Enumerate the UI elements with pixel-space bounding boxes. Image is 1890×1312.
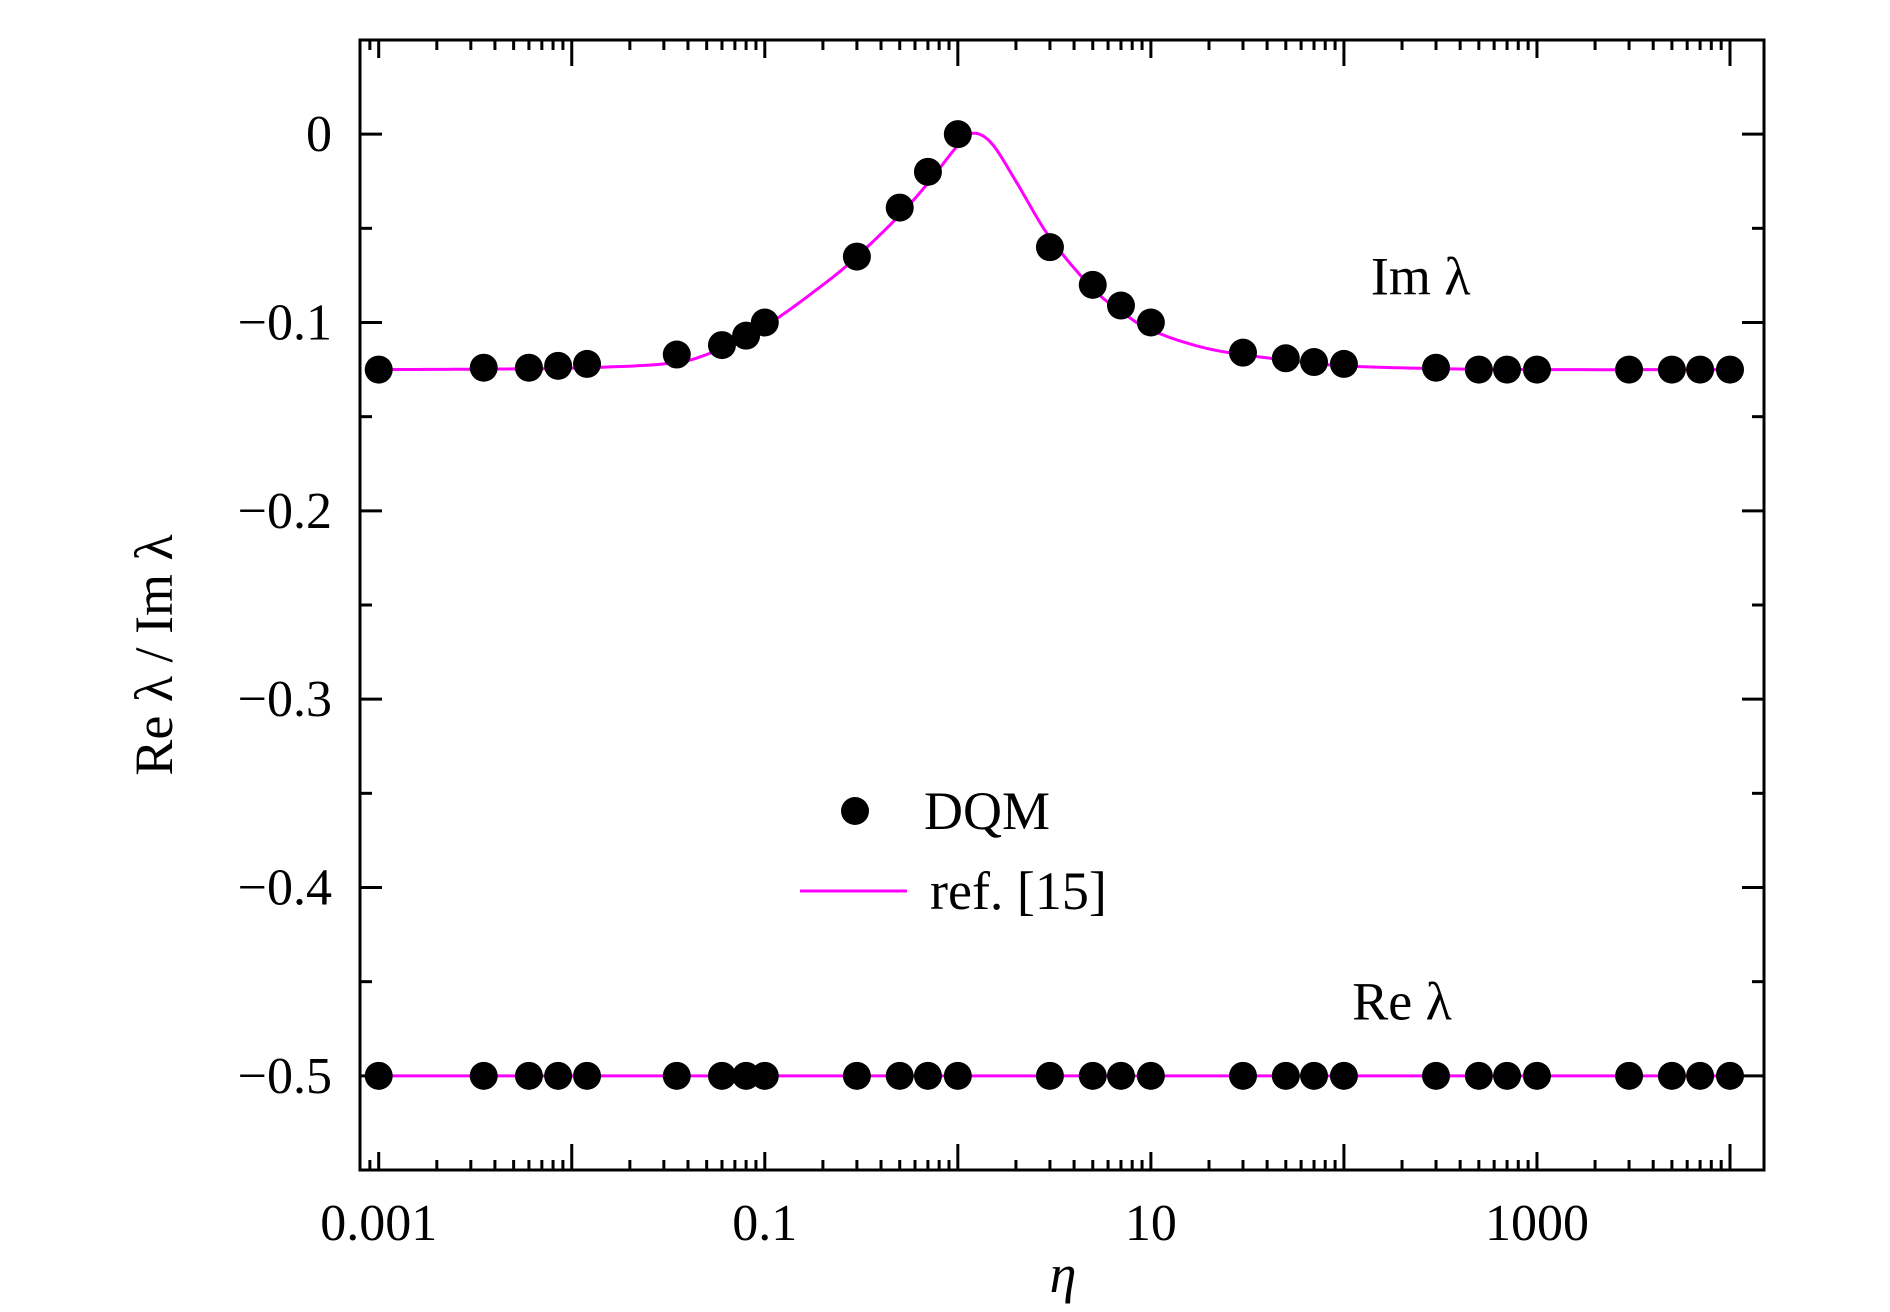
dqm-point-im xyxy=(1615,355,1644,384)
dqm-point-im xyxy=(1271,344,1300,373)
dqm-point-re xyxy=(842,1061,871,1090)
dqm-point-im xyxy=(1329,349,1358,378)
dqm-point-im xyxy=(1078,270,1107,299)
legend-dqm-marker xyxy=(841,797,869,825)
x-tick-label: 1000 xyxy=(1485,1195,1589,1252)
dqm-point-re xyxy=(662,1061,691,1090)
dqm-point-im xyxy=(1716,355,1745,384)
dqm-point-im xyxy=(1300,348,1329,377)
y-tick-label: −0.1 xyxy=(238,295,332,352)
dqm-point-re xyxy=(1106,1061,1135,1090)
legend-ref-label: ref. [15] xyxy=(930,861,1107,921)
dqm-point-im xyxy=(1228,338,1257,367)
annotation-re-lambda: Re λ xyxy=(1352,971,1452,1031)
x-tick-labels: 0.001 0.1 10 1000 xyxy=(320,1195,1589,1252)
dqm-point-re xyxy=(885,1061,914,1090)
dqm-point-im xyxy=(842,242,871,271)
dqm-point-re xyxy=(1493,1061,1522,1090)
dqm-points-layer xyxy=(364,120,1745,1090)
y-tick-label: 0 xyxy=(306,106,332,163)
y-tick-labels: 0 −0.1 −0.2 −0.3 −0.4 −0.5 xyxy=(238,106,332,1105)
dqm-point-re xyxy=(469,1061,498,1090)
dqm-point-im xyxy=(364,355,393,384)
y-tick-label: −0.4 xyxy=(238,860,332,917)
dqm-point-re xyxy=(1422,1061,1451,1090)
dqm-point-re xyxy=(573,1061,602,1090)
dqm-point-im xyxy=(1493,355,1522,384)
dqm-point-im xyxy=(943,120,972,149)
dqm-point-re xyxy=(1300,1061,1329,1090)
dqm-point-im xyxy=(1035,233,1064,262)
dqm-point-im xyxy=(573,349,602,378)
annotation-im-lambda: Im λ xyxy=(1371,246,1471,306)
dqm-point-re xyxy=(1615,1061,1644,1090)
x-tick-label: 0.1 xyxy=(732,1195,797,1252)
legend: DQM ref. [15] xyxy=(800,781,1107,921)
dqm-point-re xyxy=(913,1061,942,1090)
dqm-point-im xyxy=(707,331,736,360)
dqm-point-re xyxy=(943,1061,972,1090)
dqm-point-im xyxy=(1106,291,1135,320)
dqm-point-im xyxy=(1422,353,1451,382)
dqm-point-re xyxy=(1686,1061,1715,1090)
dqm-point-re xyxy=(1078,1061,1107,1090)
dqm-point-im xyxy=(1464,355,1493,384)
x-axis-label: η xyxy=(1050,1244,1077,1304)
dqm-point-im xyxy=(1136,308,1165,337)
dqm-point-re xyxy=(750,1061,779,1090)
dqm-point-im xyxy=(913,157,942,186)
dqm-point-im xyxy=(469,353,498,382)
y-tick-label: −0.5 xyxy=(238,1048,332,1105)
dqm-point-re xyxy=(1657,1061,1686,1090)
dqm-point-re xyxy=(1522,1061,1551,1090)
dqm-point-im xyxy=(544,351,573,380)
x-tick-label: 0.001 xyxy=(320,1195,437,1252)
dqm-point-im xyxy=(662,340,691,369)
ticks-layer xyxy=(358,40,1764,1172)
dqm-point-im xyxy=(885,193,914,222)
dqm-point-im xyxy=(1522,355,1551,384)
dqm-point-im xyxy=(750,308,779,337)
dqm-point-re xyxy=(544,1061,573,1090)
dqm-point-re xyxy=(1716,1061,1745,1090)
dqm-point-re xyxy=(364,1061,393,1090)
dqm-point-re xyxy=(1228,1061,1257,1090)
dqm-point-re xyxy=(1464,1061,1493,1090)
dqm-point-re xyxy=(514,1061,543,1090)
dqm-point-im xyxy=(1657,355,1686,384)
dqm-point-re xyxy=(1271,1061,1300,1090)
plot-frame xyxy=(358,38,1766,1172)
x-tick-label: 10 xyxy=(1125,1195,1177,1252)
y-tick-label: −0.2 xyxy=(238,483,332,540)
dqm-point-re xyxy=(1035,1061,1064,1090)
dqm-point-im xyxy=(1686,355,1715,384)
annotations-layer: Im λ Re λ xyxy=(1352,246,1470,1031)
y-axis-label: Re λ / Im λ xyxy=(124,534,184,775)
dqm-point-re xyxy=(1329,1061,1358,1090)
dqm-point-im xyxy=(514,353,543,382)
reference-lines-layer xyxy=(378,131,1731,1078)
y-tick-label: −0.3 xyxy=(238,671,332,728)
dqm-point-re xyxy=(707,1061,736,1090)
dqm-point-re xyxy=(1136,1061,1165,1090)
legend-dqm-label: DQM xyxy=(924,781,1050,841)
